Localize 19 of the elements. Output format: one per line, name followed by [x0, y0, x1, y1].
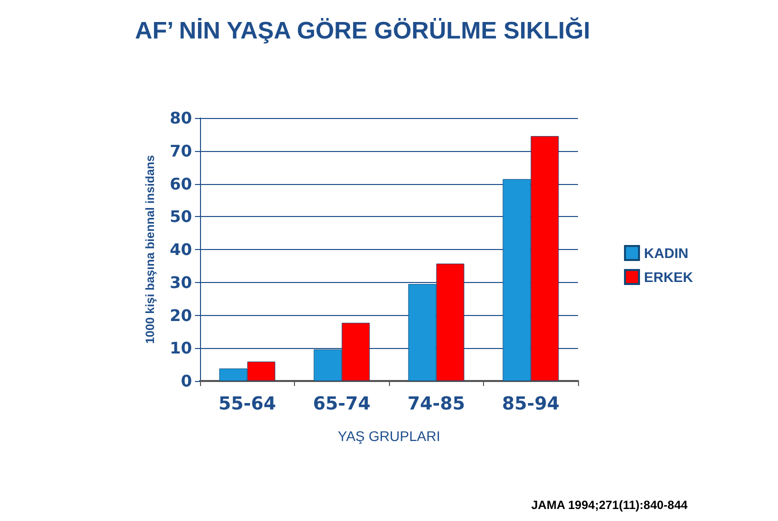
y-axis-title: 1000 kişi başına biennal insidans [143, 154, 157, 344]
y-tick-label: 20 [170, 306, 192, 325]
y-tick-label: 0 [180, 372, 192, 390]
x-tick-label: 65-74 [312, 394, 371, 414]
text: JAMA 1994;271(11):840-844 [531, 498, 688, 512]
y-tick-label: 80 [170, 108, 192, 128]
legend-label: KADIN [644, 245, 688, 261]
y-tick-label: 70 [170, 141, 192, 160]
y-tick-label: 60 [170, 174, 192, 194]
y-tick-label: 30 [170, 272, 192, 292]
y-tick-label: 40 [170, 240, 192, 259]
y-tick-label: 10 [170, 338, 192, 358]
y-tick-label: 50 [170, 207, 192, 226]
x-tick-label: 85-94 [502, 394, 560, 414]
chart-title: AF’ NİN YAŞA GÖRE GÖRÜLME SIKLIĞI [135, 16, 590, 44]
x-axis-title: YAŞ GRUPLARI [338, 428, 440, 444]
x-tick-label: 74-85 [407, 394, 466, 414]
x-tick-label: 55-64 [218, 394, 276, 414]
legend-label: ERKEK [644, 269, 694, 285]
